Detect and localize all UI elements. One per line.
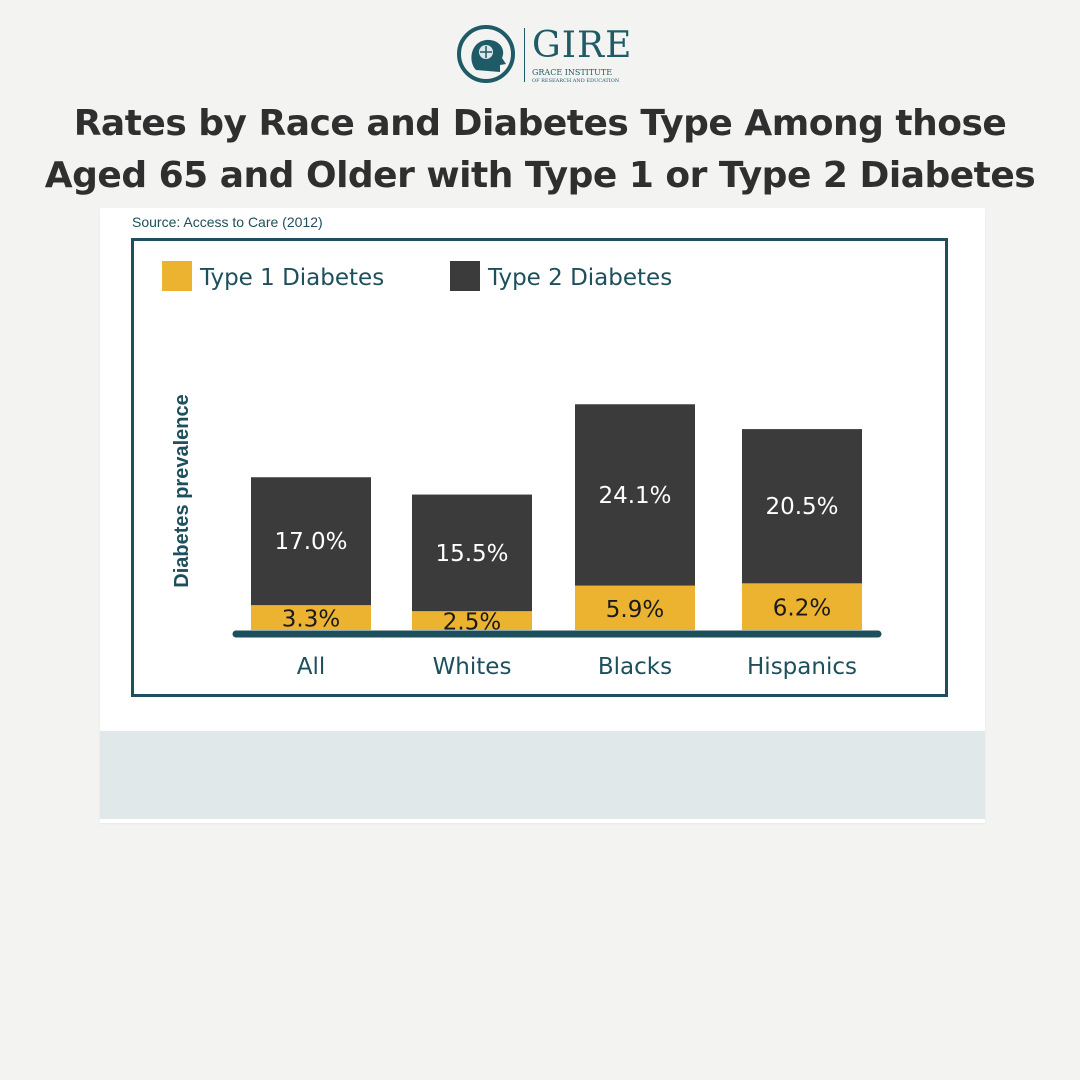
brand-name: GIRE <box>532 25 633 66</box>
data-label-type1-blacks: 5.9% <box>606 597 664 623</box>
data-label-type1-hispanics: 6.2% <box>773 596 831 622</box>
card-footer <box>100 731 985 819</box>
bar-type2-whites <box>412 494 532 612</box>
bar-type1-hispanics <box>742 583 862 630</box>
bar-type1-blacks <box>575 585 695 630</box>
legend-label-2: Type 2 Diabetes <box>487 265 672 291</box>
data-label-type2-whites: 15.5% <box>435 541 508 567</box>
data-label-type2-all: 17.0% <box>274 529 347 555</box>
chart-frame: Type 1 Diabetes Type 2 Diabetes Diabetes p… <box>131 238 948 697</box>
page-title: Rates by Race and Diabetes Type Among th… <box>0 98 1080 202</box>
x-tick-label-blacks: Blacks <box>598 654 672 680</box>
stacked-bar-chart: Type 1 Diabetes Type 2 Diabetes Diabetes p… <box>162 261 882 680</box>
legend-label-1: Type 1 Diabetes <box>199 265 384 291</box>
title-line-2: Aged 65 and Older with Type 1 or Type 2 … <box>44 155 1036 196</box>
data-label-type1-all: 3.3% <box>282 607 340 633</box>
source-note: Source: Access to Care (2012) <box>132 214 323 230</box>
bar-type1-whites <box>412 611 532 630</box>
brain-head-logo-icon <box>457 25 515 83</box>
data-label-type2-hispanics: 20.5% <box>765 494 838 520</box>
bar-type2-blacks <box>575 404 695 586</box>
brand-subtitle: GRACE INSTITUTE <box>532 68 613 77</box>
legend-swatch-1 <box>162 261 192 291</box>
x-tick-label-whites: Whites <box>433 654 512 680</box>
bar-type2-all <box>251 477 371 606</box>
x-tick-label-hispanics: Hispanics <box>747 654 857 680</box>
y-axis-label: Diabetes prevalence <box>171 394 193 587</box>
legend-swatch-2 <box>450 261 480 291</box>
bar-type1-all <box>251 605 371 630</box>
data-label-type2-blacks: 24.1% <box>598 483 671 509</box>
title-line-1: Rates by Race and Diabetes Type Among th… <box>73 103 1007 144</box>
brand-subtitle-small: OF RESEARCH AND EDUCATION <box>532 78 620 84</box>
bar-type2-hispanics <box>742 429 862 584</box>
logo-divider <box>524 28 525 82</box>
brand-logo: GIRE GRACE INSTITUTE OF RESEARCH AND EDU… <box>456 24 636 84</box>
chart-card: Source: Access to Care (2012) Type 1 Dia… <box>100 208 985 823</box>
x-tick-label-all: All <box>297 654 326 680</box>
